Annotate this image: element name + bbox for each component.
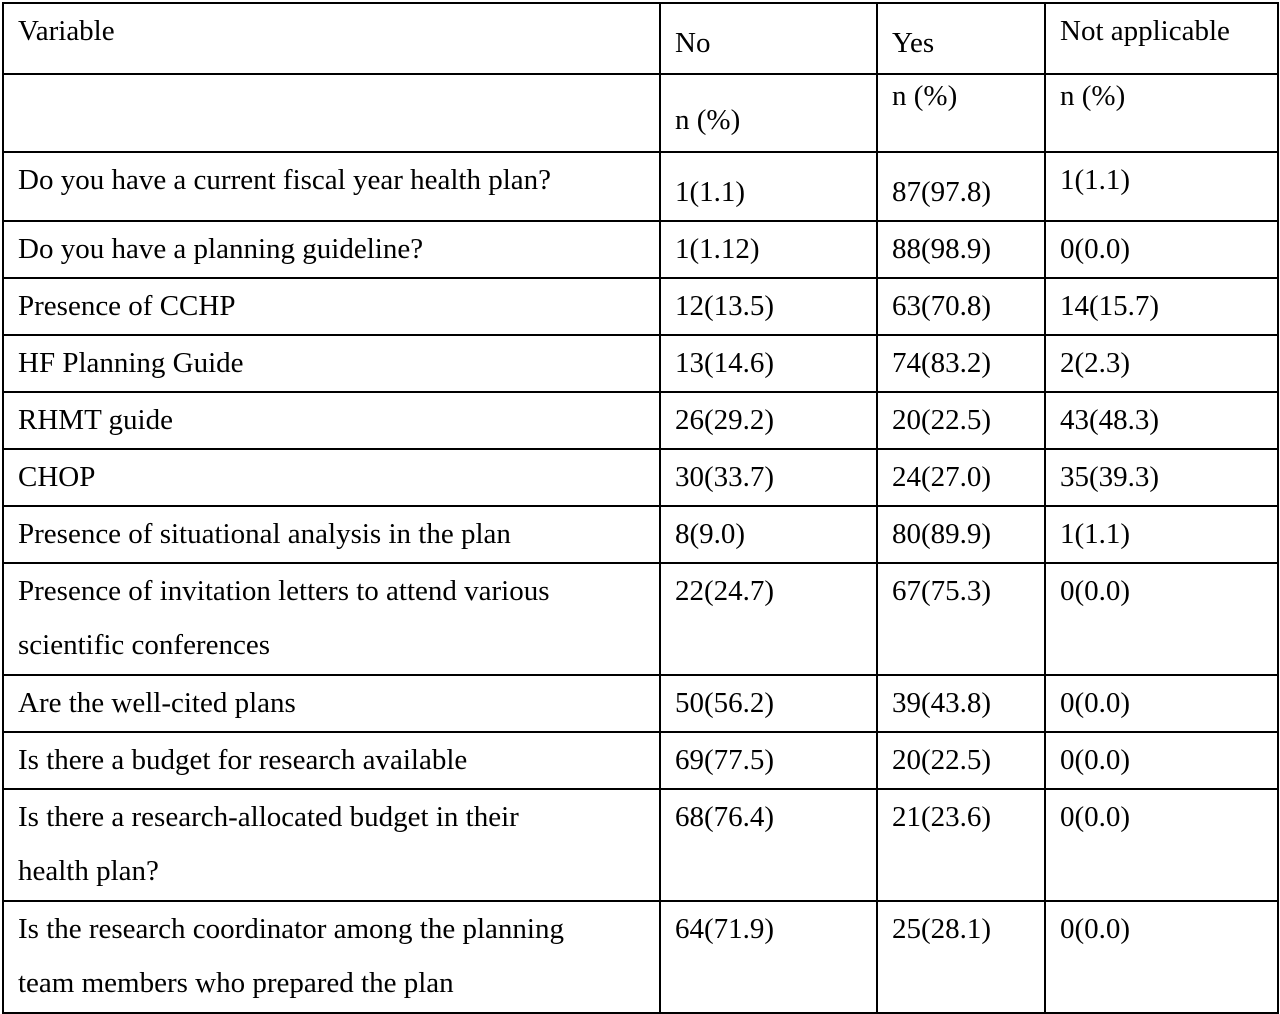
row-na-value: 2(2.3)	[1044, 334, 1279, 393]
row-na-value: 0(0.0)	[1044, 562, 1279, 676]
header-no: No	[659, 2, 878, 75]
table-row: Presence of invitation letters to attend…	[2, 562, 1279, 676]
row-na-value: 14(15.7)	[1044, 277, 1279, 336]
table-row: HF Planning Guide 13(14.6) 74(83.2) 2(2.…	[2, 334, 1279, 393]
row-variable-line: Is the research coordinator among the pl…	[18, 913, 564, 945]
row-variable: Presence of CCHP	[2, 277, 661, 336]
row-variable: Is there a research-allocated budget in …	[2, 788, 661, 902]
table-row: Is the research coordinator among the pl…	[2, 900, 1279, 1014]
row-variable: RHMT guide	[2, 391, 661, 450]
row-variable: Do you have a planning guideline?	[2, 220, 661, 279]
row-variable-line: scientific conferences	[18, 629, 270, 661]
row-yes-value: 24(27.0)	[876, 448, 1046, 507]
row-no-value: 1(1.1)	[659, 151, 878, 222]
row-yes-value: 87(97.8)	[876, 151, 1046, 222]
row-yes-value: 20(22.5)	[876, 731, 1046, 790]
row-no-value: 12(13.5)	[659, 277, 878, 336]
row-no-value: 26(29.2)	[659, 391, 878, 450]
header-not-applicable: Not applicable	[1044, 2, 1279, 75]
row-variable-line: Is there a research-allocated budget in …	[18, 801, 519, 833]
header-yes: Yes	[876, 2, 1046, 75]
row-variable: Is there a budget for research available	[2, 731, 661, 790]
table-row: Is there a research-allocated budget in …	[2, 788, 1279, 902]
row-no-value: 8(9.0)	[659, 505, 878, 564]
row-variable: Is the research coordinator among the pl…	[2, 900, 661, 1014]
header-row: Variable No Yes Not applicable	[2, 2, 1279, 75]
row-yes-value: 21(23.6)	[876, 788, 1046, 902]
subheader-variable-empty	[2, 73, 661, 153]
row-variable-line: team members who prepared the plan	[18, 967, 454, 999]
table-row: CHOP 30(33.7) 24(27.0) 35(39.3)	[2, 448, 1279, 507]
row-na-value: 0(0.0)	[1044, 788, 1279, 902]
subheader-not-applicable: n (%)	[1044, 73, 1279, 153]
subheader-yes: n (%)	[876, 73, 1046, 153]
row-yes-value: 67(75.3)	[876, 562, 1046, 676]
row-variable-line: Presence of invitation letters to attend…	[18, 575, 550, 607]
table-row: Presence of situational analysis in the …	[2, 505, 1279, 564]
subheader-row: n (%) n (%) n (%)	[2, 73, 1279, 153]
row-variable-line: health plan?	[18, 855, 159, 887]
row-no-value: 13(14.6)	[659, 334, 878, 393]
row-na-value: 1(1.1)	[1044, 151, 1279, 222]
row-variable: Do you have a current fiscal year health…	[2, 151, 661, 222]
row-na-value: 35(39.3)	[1044, 448, 1279, 507]
row-yes-value: 88(98.9)	[876, 220, 1046, 279]
row-yes-value: 63(70.8)	[876, 277, 1046, 336]
row-no-value: 1(1.12)	[659, 220, 878, 279]
row-yes-value: 25(28.1)	[876, 900, 1046, 1014]
table-row: RHMT guide 26(29.2) 20(22.5) 43(48.3)	[2, 391, 1279, 450]
row-no-value: 68(76.4)	[659, 788, 878, 902]
row-variable: Presence of invitation letters to attend…	[2, 562, 661, 676]
row-no-value: 22(24.7)	[659, 562, 878, 676]
subheader-no: n (%)	[659, 73, 878, 153]
row-variable: Are the well-cited plans	[2, 674, 661, 733]
row-no-value: 30(33.7)	[659, 448, 878, 507]
table-row: Are the well-cited plans 50(56.2) 39(43.…	[2, 674, 1279, 733]
header-variable: Variable	[2, 2, 661, 75]
row-yes-value: 39(43.8)	[876, 674, 1046, 733]
row-variable: HF Planning Guide	[2, 334, 661, 393]
row-na-value: 0(0.0)	[1044, 900, 1279, 1014]
row-na-value: 0(0.0)	[1044, 674, 1279, 733]
row-variable: CHOP	[2, 448, 661, 507]
table-row: Is there a budget for research available…	[2, 731, 1279, 790]
row-na-value: 1(1.1)	[1044, 505, 1279, 564]
row-yes-value: 74(83.2)	[876, 334, 1046, 393]
row-no-value: 50(56.2)	[659, 674, 878, 733]
table-row: Do you have a current fiscal year health…	[2, 151, 1279, 222]
row-yes-value: 20(22.5)	[876, 391, 1046, 450]
row-no-value: 64(71.9)	[659, 900, 878, 1014]
row-na-value: 0(0.0)	[1044, 731, 1279, 790]
row-no-value: 69(77.5)	[659, 731, 878, 790]
table-row: Do you have a planning guideline? 1(1.12…	[2, 220, 1279, 279]
row-yes-value: 80(89.9)	[876, 505, 1046, 564]
row-na-value: 0(0.0)	[1044, 220, 1279, 279]
row-variable: Presence of situational analysis in the …	[2, 505, 661, 564]
row-na-value: 43(48.3)	[1044, 391, 1279, 450]
table-row: Presence of CCHP 12(13.5) 63(70.8) 14(15…	[2, 277, 1279, 336]
